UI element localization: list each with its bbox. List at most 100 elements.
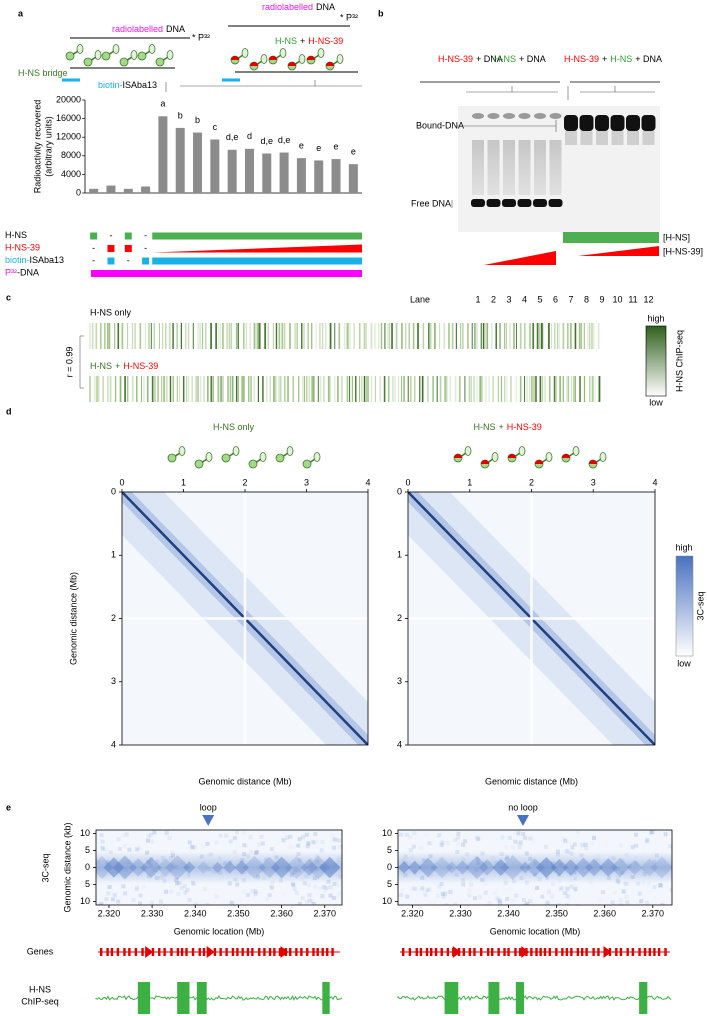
x-axis-label: Genomic location (Mb): [174, 926, 265, 936]
gel-smear: [611, 131, 624, 145]
contact-noise: [328, 885, 333, 890]
chip-peak: [177, 982, 190, 1014]
contact-noise: [521, 831, 526, 836]
contact-noise: [513, 839, 518, 844]
gel-smear: [565, 131, 577, 145]
contact-noise: [456, 831, 461, 836]
gene: [468, 948, 472, 956]
contact-noise: [285, 835, 290, 840]
gene: [434, 948, 438, 956]
contact-noise: [550, 894, 555, 899]
bracket-label: [H-NS]: [663, 232, 690, 242]
gel-band: [610, 115, 625, 131]
contact-diamond: [535, 857, 557, 878]
bar: [106, 185, 116, 193]
gene: [648, 948, 651, 956]
contact-noise: [228, 883, 232, 887]
x-tick-label: 2.320: [401, 908, 424, 918]
contact-noise: [624, 882, 629, 887]
significance-label: d,e: [226, 132, 239, 142]
gene: [321, 948, 324, 956]
y-tick-label: 3: [397, 676, 402, 686]
contact-noise: [301, 835, 306, 840]
gene: [565, 948, 569, 956]
contact-noise: [439, 882, 444, 887]
contact-noise: [297, 901, 302, 905]
x-tick-label: 1: [181, 477, 186, 487]
text-part: +: [499, 422, 504, 432]
contact-noise: [405, 894, 410, 899]
contact-noise: [324, 886, 329, 891]
gel-band: [534, 113, 546, 119]
y-tick-label: 4000: [61, 169, 81, 179]
contact-noise: [107, 885, 112, 890]
contact-noise: [497, 898, 502, 903]
text-part: H-NS: [494, 54, 516, 64]
y-tick-label: 4: [111, 739, 116, 749]
gene: [312, 948, 315, 956]
gene: [592, 948, 595, 956]
absent-dash: -: [92, 255, 95, 265]
x-tick-label: 4: [652, 477, 657, 487]
hns-bead: [137, 51, 147, 61]
contact-noise: [235, 899, 239, 903]
bar: [210, 139, 220, 193]
significance-label: b: [178, 110, 183, 120]
contact-noise: [567, 840, 571, 844]
contact-noise: [487, 901, 492, 905]
hns-bead: [248, 459, 258, 469]
gene: [539, 948, 542, 956]
text-part: ISAba13: [123, 80, 158, 90]
contact-noise: [644, 839, 649, 844]
contact-noise: [467, 888, 472, 893]
contact-noise: [319, 848, 324, 853]
contact-noise: [618, 903, 623, 905]
contact-noise: [411, 844, 416, 849]
contact-noise: [420, 887, 425, 892]
text-part: biotin-: [5, 255, 30, 265]
hns39-bead: [454, 454, 462, 458]
gene: [116, 948, 120, 956]
contact-noise: [187, 898, 192, 903]
gene: [110, 948, 114, 956]
contact-noise: [483, 881, 488, 886]
gene: [643, 948, 647, 956]
text-part: ISAba13: [30, 255, 65, 265]
contact-noise: [294, 904, 299, 905]
x-tick-label: 2.330: [449, 908, 472, 918]
contact-noise: [282, 892, 286, 896]
gene: [425, 948, 429, 956]
contact-noise: [121, 884, 126, 889]
contact-noise: [559, 886, 564, 891]
gel-band: [579, 115, 594, 131]
heatmap: [96, 830, 342, 905]
contact-noise: [340, 844, 342, 849]
contact-diamond: [258, 856, 281, 879]
ramp: [578, 246, 659, 256]
condition-bar: [152, 257, 362, 265]
contact-noise: [104, 897, 109, 902]
contact-noise: [333, 837, 338, 842]
lane-number: 11: [628, 294, 637, 304]
contact-noise: [540, 894, 545, 899]
contact-noise: [288, 834, 293, 839]
gene: [415, 948, 418, 956]
y-tick-label: 5: [387, 845, 392, 855]
contact-noise: [544, 844, 549, 849]
contact-noise: [583, 842, 588, 847]
hns-bead: [259, 452, 267, 462]
x-tick-label: 3: [591, 477, 596, 487]
gene: [631, 948, 635, 956]
contact-noise: [149, 832, 154, 837]
lane-number: 3: [506, 294, 511, 304]
bar: [141, 186, 151, 193]
contact-noise: [630, 845, 635, 850]
lane-number: 7: [568, 294, 573, 304]
absent-dash: -: [144, 230, 147, 240]
absent-dash: -: [109, 230, 112, 240]
contact-noise: [269, 847, 274, 852]
contact-noise: [479, 837, 483, 841]
gene: [653, 948, 656, 956]
gene: [419, 948, 423, 956]
side-label: 3C-seq: [40, 853, 50, 882]
